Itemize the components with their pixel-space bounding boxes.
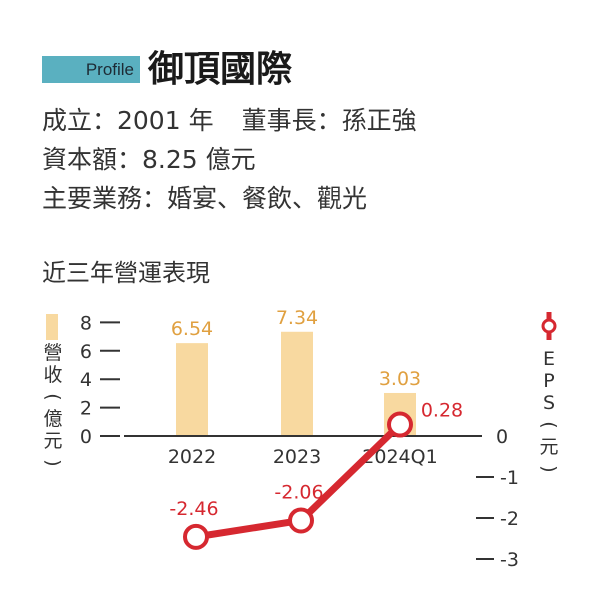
revenue-label: 7.34 [276, 307, 318, 329]
category-label: 2023 [273, 446, 321, 468]
eps-label: -2.46 [169, 498, 218, 520]
eps-point [183, 523, 209, 550]
founded-text: 成立：2001 年 [42, 106, 214, 135]
right-tick-label: -3 [500, 549, 519, 571]
eps-legend-marker [541, 318, 557, 334]
eps-point [387, 411, 413, 438]
chart-title: 近三年營運表現 [42, 259, 210, 287]
right-tick-label: 0 [496, 426, 508, 448]
eps-point [288, 507, 314, 534]
revenue-legend-marker [46, 314, 58, 340]
revenue-label: 6.54 [171, 318, 213, 340]
chairman-text: 董事長：孫正強 [241, 106, 417, 135]
revenue-bar [176, 343, 208, 436]
right-tick-label: -2 [500, 508, 519, 530]
info-row-1: 成立：2001 年董事長：孫正強 [42, 104, 417, 138]
revenue-bar [281, 331, 313, 436]
capital-text: 資本額：8.25 億元 [42, 145, 256, 174]
right-tick-label: -1 [500, 467, 519, 489]
profile-tag: Profile [42, 56, 140, 83]
left-tick-label: 2 [80, 398, 92, 420]
company-name: 御頂國際 [148, 48, 293, 90]
category-label: 2024Q1 [362, 446, 437, 468]
eps-label: -2.06 [274, 481, 323, 503]
header: Profile 御頂國際 [42, 46, 582, 92]
business-text: 主要業務：婚宴、餐飲、觀光 [42, 184, 368, 213]
left-tick-label: 4 [80, 369, 92, 391]
left-tick-label: 6 [80, 341, 92, 363]
left-axis-label: 營收(億元) [42, 342, 64, 467]
eps-label: 0.28 [421, 400, 463, 422]
left-tick-label: 8 [80, 312, 92, 334]
revenue-label: 3.03 [379, 368, 421, 390]
category-label: 2022 [168, 446, 216, 468]
right-axis-label: E P S(元) [538, 348, 560, 473]
left-tick-label: 0 [80, 426, 92, 448]
